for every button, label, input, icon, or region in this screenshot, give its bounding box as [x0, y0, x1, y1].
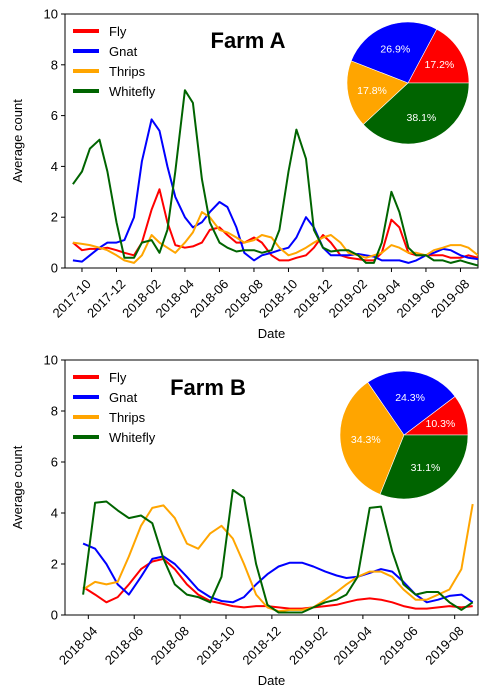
y-tick-label: 4 — [51, 506, 58, 521]
x-tick-label: 2018-12 — [239, 623, 283, 667]
pie-label-gnat: 26.9% — [380, 44, 410, 56]
pie-label-gnat: 24.3% — [395, 392, 425, 404]
x-axis-label: Date — [258, 673, 285, 688]
pie-label-whitefly: 38.1% — [407, 112, 437, 124]
x-tick-label: 2018-04 — [56, 623, 100, 667]
legend-label-gnat: Gnat — [109, 390, 138, 405]
x-tick-label: 2018-10 — [194, 623, 238, 667]
x-tick-label: 2019-06 — [376, 623, 420, 667]
legend-label-whitefly: Whitefly — [109, 430, 156, 445]
pie-label-fly: 10.3% — [426, 418, 456, 430]
y-tick-label: 8 — [51, 404, 58, 419]
series-line-whitefly — [72, 89, 478, 267]
pie-slice-gnat — [350, 21, 438, 84]
pie-label-thrips: 34.3% — [351, 434, 381, 446]
x-tick-label: 2018-06 — [102, 623, 146, 667]
chart-title: Farm A — [211, 28, 286, 53]
series-line-thrips — [82, 503, 474, 613]
legend-label-thrips: Thrips — [109, 410, 146, 425]
legend-label-fly: Fly — [109, 370, 127, 385]
chart-panel-2: 0 2 4 6 8 10 2018-04 2018-06 2018-08 2018-10 2018-… — [10, 353, 479, 688]
y-axis-label: Average count — [10, 99, 25, 183]
legend-label-gnat: Gnat — [109, 44, 138, 59]
pie-slice-whitefly — [362, 82, 470, 145]
series-line-whitefly — [82, 489, 474, 614]
x-axis-label: Date — [258, 326, 285, 341]
y-tick-label: 2 — [51, 557, 58, 572]
y-tick-label: 10 — [44, 353, 58, 368]
series-line-fly — [72, 188, 478, 262]
y-tick-label: 4 — [51, 159, 58, 174]
y-axis-label: Average count — [10, 445, 25, 529]
pie-slice-whitefly — [379, 434, 469, 500]
x-tick-label: 2019-02 — [286, 623, 330, 667]
y-tick-label: 2 — [51, 210, 58, 225]
legend-label-thrips: Thrips — [109, 64, 146, 79]
x-tick-label: 2019-08 — [428, 276, 472, 320]
y-tick-label: 10 — [44, 7, 58, 22]
legend-label-whitefly: Whitefly — [109, 84, 156, 99]
chart-title: Farm B — [170, 375, 246, 400]
pie-label-thrips: 17.8% — [357, 85, 387, 97]
y-tick-label: 6 — [51, 455, 58, 470]
legend-label-fly: Fly — [109, 24, 127, 39]
y-tick-label: 0 — [51, 608, 58, 623]
series-line-gnat — [82, 542, 474, 604]
y-tick-label: 6 — [51, 108, 58, 123]
x-tick-label: 2018-08 — [148, 623, 192, 667]
pie-slice-thrips — [339, 381, 405, 495]
pie-label-fly: 17.2% — [425, 59, 455, 71]
x-tick-label: 2019-08 — [422, 623, 466, 667]
y-tick-label: 8 — [51, 57, 58, 72]
x-tick-label: 2019-04 — [330, 623, 374, 667]
chart-panel-1: 02468102017-102017-122018-022018-042018-… — [10, 7, 479, 341]
series-line-gnat — [72, 118, 478, 264]
pie-slice-fly — [407, 28, 470, 84]
pie-slice-gnat — [367, 370, 456, 436]
pie-label-whitefly: 31.1% — [411, 462, 441, 474]
plot-frame — [64, 13, 479, 269]
y-tick-label: 0 — [51, 261, 58, 276]
pie-slice-thrips — [346, 60, 409, 125]
